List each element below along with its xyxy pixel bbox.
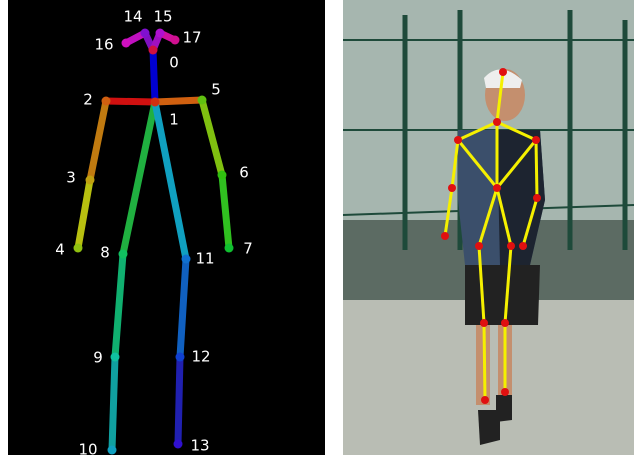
joint xyxy=(102,97,111,106)
joint-label: 0 xyxy=(169,54,179,72)
joint-label: 15 xyxy=(153,8,172,26)
joint xyxy=(198,96,207,105)
joint-label: 9 xyxy=(93,349,103,367)
joint-label: 10 xyxy=(78,441,97,455)
joint xyxy=(225,244,234,253)
overlay-joint xyxy=(499,68,507,76)
joint xyxy=(111,353,120,362)
joint xyxy=(171,36,180,45)
joint-label: 1 xyxy=(169,111,179,129)
joint xyxy=(218,171,227,180)
joint-label: 8 xyxy=(100,244,110,262)
joint-label: 6 xyxy=(239,164,249,182)
joint xyxy=(74,244,83,253)
overlay-limb xyxy=(484,323,485,400)
joint-label: 11 xyxy=(195,250,214,268)
limb xyxy=(155,100,202,102)
overlay-joint xyxy=(493,118,501,126)
joint xyxy=(86,176,95,185)
joint-label: 13 xyxy=(190,437,209,455)
joint-label: 7 xyxy=(243,240,253,258)
joint xyxy=(174,440,183,449)
overlay-joint xyxy=(507,242,515,250)
figure: 01234567891011121314151617 xyxy=(0,0,634,455)
joint xyxy=(108,446,117,455)
limb xyxy=(106,101,155,102)
joint-label: 12 xyxy=(191,348,210,366)
overlay-joint xyxy=(480,319,488,327)
overlay-joint xyxy=(501,319,509,327)
joint-label: 3 xyxy=(66,169,76,187)
overlay-joint xyxy=(481,396,489,404)
overlay-joint xyxy=(501,388,509,396)
skeleton-panel xyxy=(8,0,325,455)
joint xyxy=(182,255,191,264)
limb xyxy=(178,357,180,444)
joint xyxy=(176,353,185,362)
joint xyxy=(149,46,158,55)
overlay-joint xyxy=(475,242,483,250)
overlay-joint xyxy=(532,136,540,144)
photo-panel xyxy=(343,0,634,455)
overlay-joint xyxy=(448,184,456,192)
overlay-joint xyxy=(533,194,541,202)
joint-label: 2 xyxy=(83,91,93,109)
joint-label: 14 xyxy=(123,8,142,26)
joint-label: 4 xyxy=(55,241,65,259)
joint-label: 17 xyxy=(182,29,201,47)
joint xyxy=(156,29,165,38)
overlay-limb xyxy=(536,140,537,198)
overlay-joint xyxy=(441,232,449,240)
joint-label: 16 xyxy=(94,36,113,54)
limb xyxy=(112,357,115,450)
overlay-joint xyxy=(454,136,462,144)
overlay-joint xyxy=(493,184,501,192)
joint-label: 5 xyxy=(211,81,221,99)
limb xyxy=(153,50,155,102)
joint xyxy=(122,39,131,48)
joint xyxy=(141,29,150,38)
overlay-joint xyxy=(519,242,527,250)
joint xyxy=(151,98,160,107)
joint xyxy=(119,250,128,259)
